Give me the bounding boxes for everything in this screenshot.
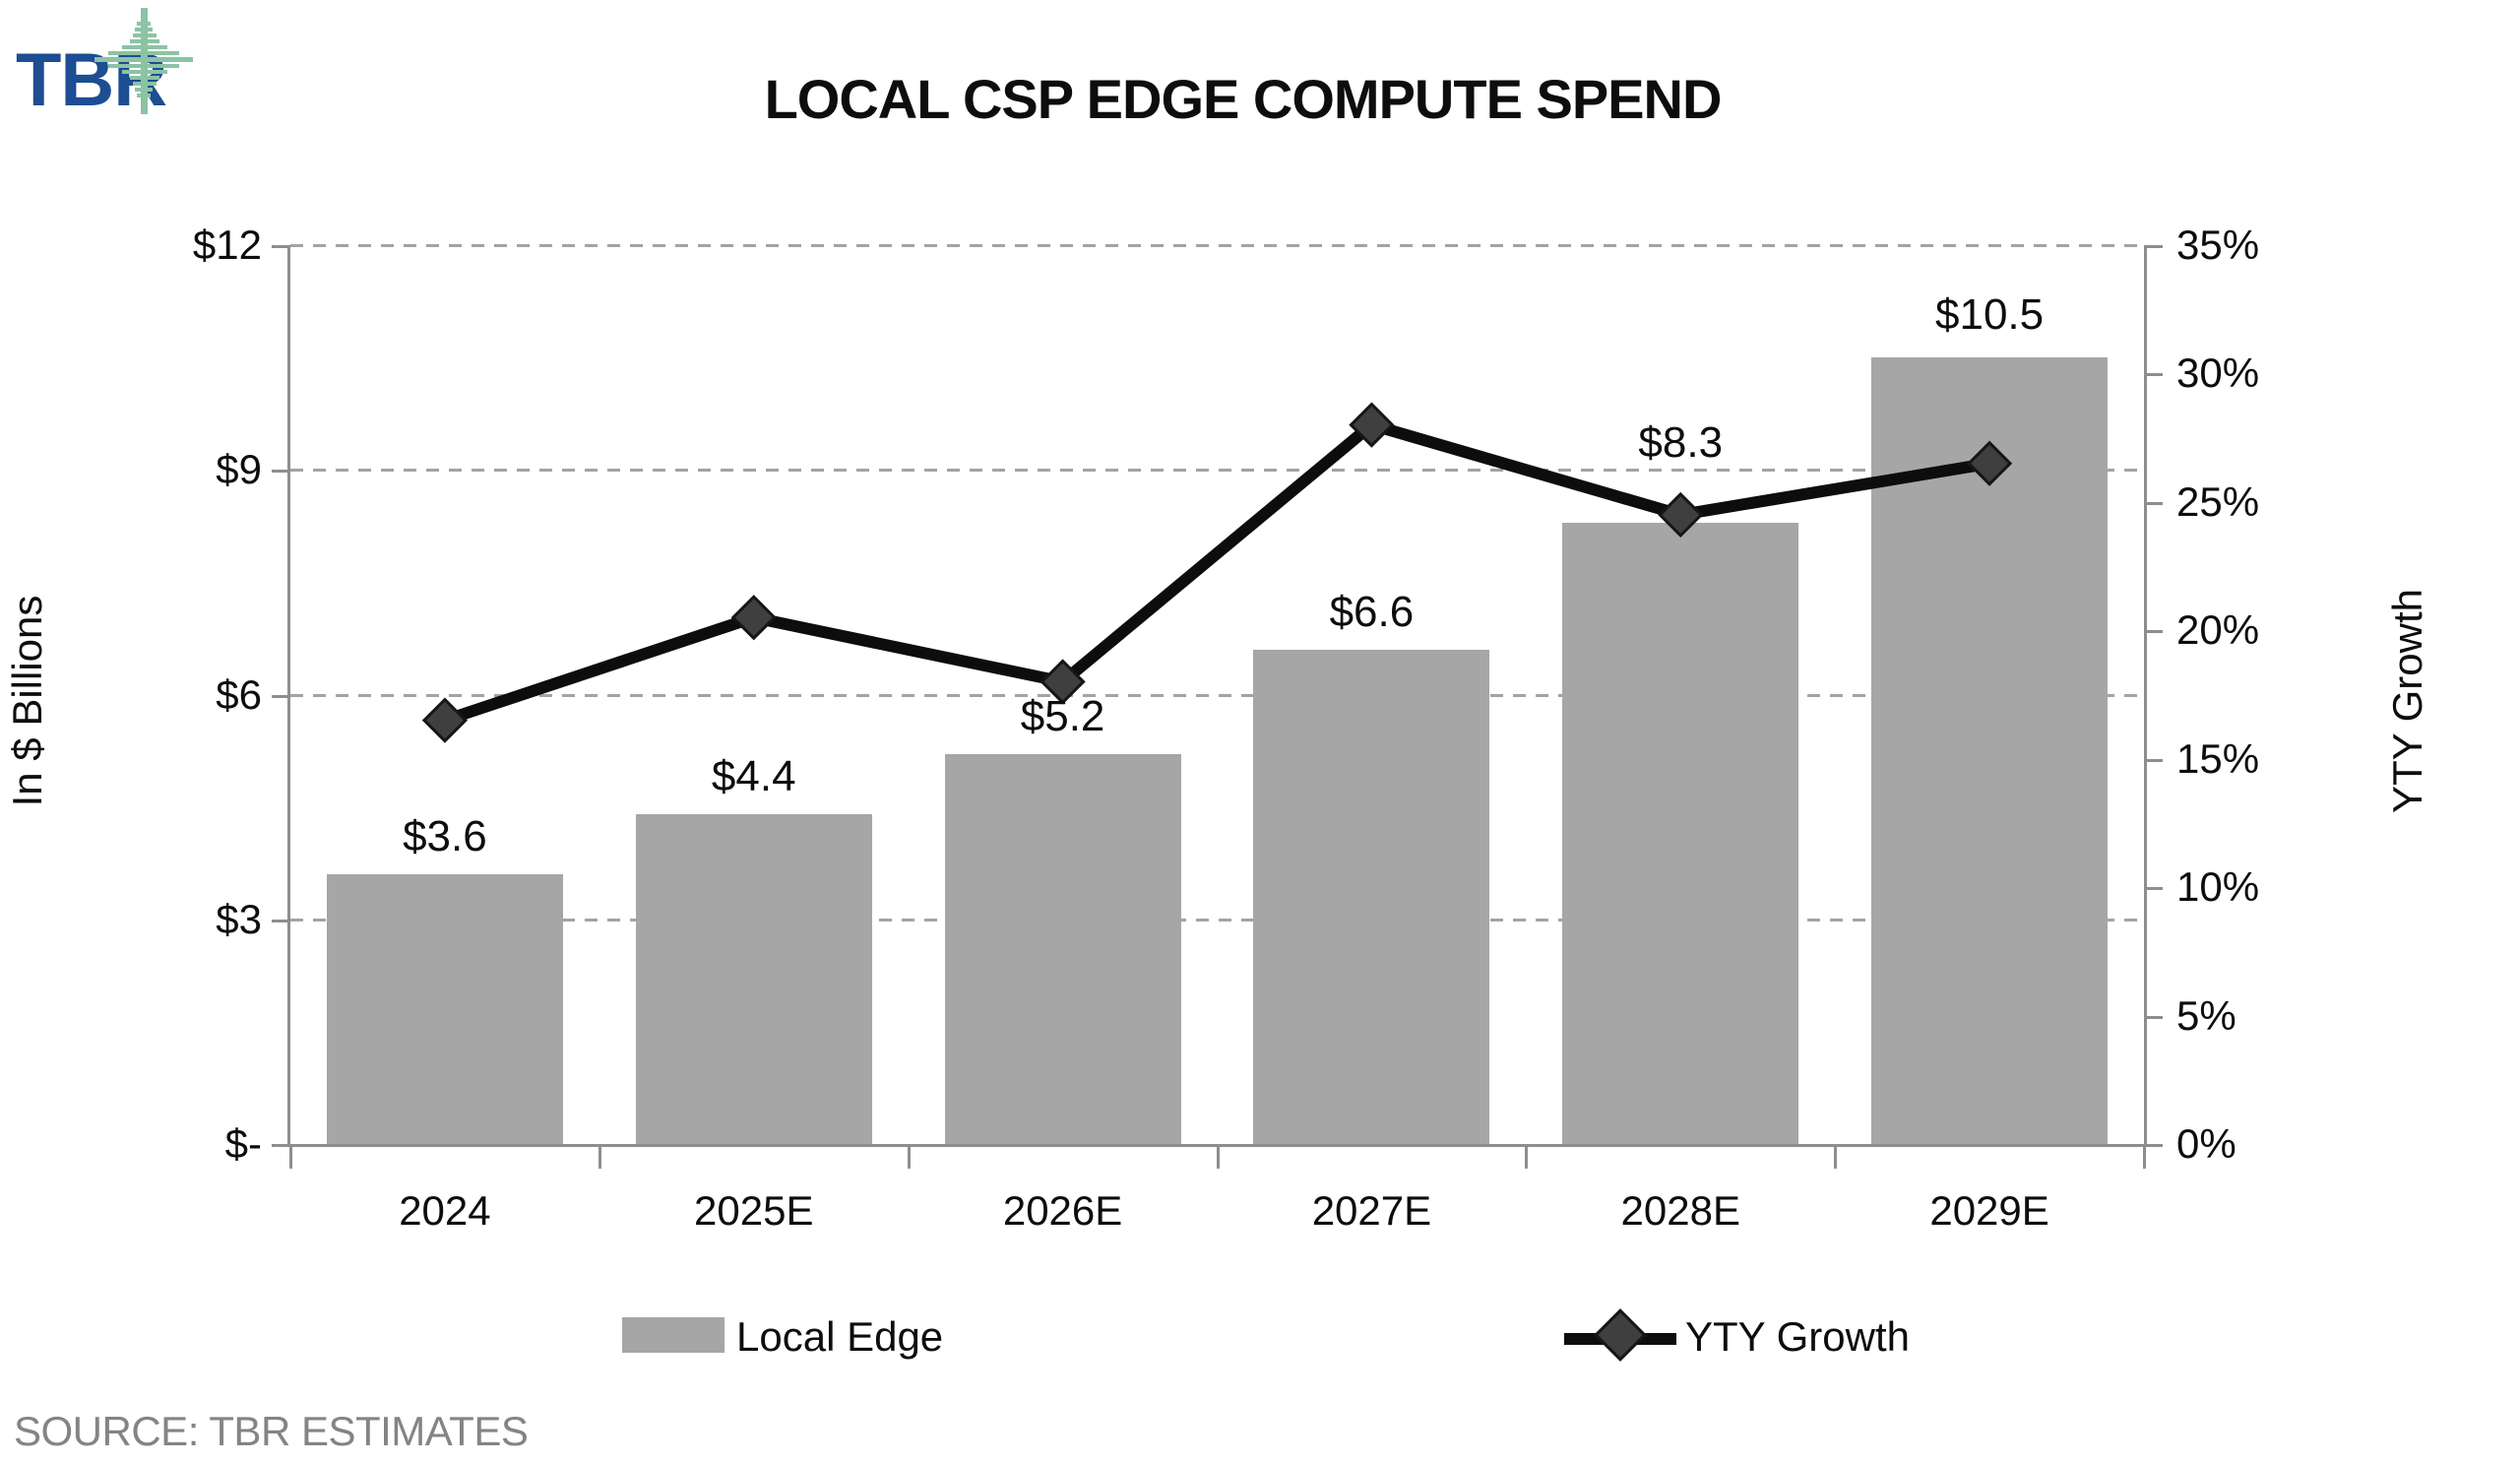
- right-axis-line: [2144, 245, 2147, 1147]
- legend-bar-swatch: [622, 1317, 724, 1353]
- x-axis-tick: [1834, 1147, 1838, 1169]
- line-marker-diamond-icon: [421, 697, 469, 743]
- right-axis-tick-label: 5%: [2176, 991, 2236, 1039]
- right-axis-tick: [2147, 1144, 2163, 1147]
- right-axis-tick: [2147, 245, 2163, 248]
- left-axis-title: In $ Billions: [4, 595, 50, 807]
- left-axis-tick: [272, 919, 287, 922]
- left-axis-tick-label: $3: [216, 895, 262, 942]
- gridline: [290, 693, 2144, 697]
- x-axis-tick: [2143, 1147, 2146, 1169]
- right-axis-tick-label: 20%: [2176, 606, 2260, 654]
- x-axis-category-label: 2024: [399, 1187, 491, 1234]
- bar-data-label: $5.2: [1020, 692, 1105, 741]
- gridline: [290, 918, 2144, 922]
- left-axis-tick-label: $12: [192, 222, 262, 268]
- bar-data-label: $10.5: [1935, 290, 2045, 339]
- right-axis-tick: [2147, 501, 2163, 505]
- x-axis-tick: [289, 1147, 292, 1169]
- right-axis-title: YTY Growth: [2384, 589, 2430, 813]
- x-axis-tick: [1216, 1147, 1220, 1169]
- right-axis-tick-label: 0%: [2176, 1120, 2236, 1167]
- right-axis-tick-label: 15%: [2176, 734, 2260, 782]
- left-axis-tick-label: $9: [216, 446, 262, 493]
- left-axis-tick: [272, 470, 287, 474]
- left-axis-tick: [272, 245, 287, 248]
- x-axis-category-label: 2029E: [1929, 1187, 2049, 1234]
- bar-2026E: [944, 754, 1181, 1144]
- left-axis-tick-label: $-: [224, 1120, 262, 1167]
- gridline: [290, 469, 2144, 473]
- legend-label-yty-growth: YTY Growth: [1685, 1313, 1910, 1360]
- bar-data-label: $3.6: [403, 812, 487, 861]
- x-axis-tick: [598, 1147, 601, 1169]
- chart-title: LOCAL CSP EDGE COMPUTE SPEND: [764, 68, 1723, 130]
- bar-2025E: [635, 814, 872, 1144]
- left-axis-tick-label: $6: [216, 670, 262, 718]
- right-axis-tick-label: 10%: [2176, 863, 2260, 911]
- right-axis-tick-label: 30%: [2176, 350, 2260, 397]
- right-axis-tick: [2147, 373, 2163, 377]
- bar-data-label: $8.3: [1638, 418, 1724, 467]
- right-axis-tick: [2147, 1015, 2163, 1019]
- line-marker-diamond-icon: [730, 595, 777, 641]
- legend-diamond-icon: [1594, 1308, 1647, 1362]
- left-axis-tick: [272, 694, 287, 698]
- x-axis-category-label: 2025E: [694, 1187, 814, 1234]
- x-axis-tick: [907, 1147, 911, 1169]
- bar-2028E: [1562, 522, 1799, 1144]
- bar-2024: [326, 874, 563, 1144]
- left-axis-line: [287, 245, 290, 1147]
- x-axis-category-label: 2027E: [1311, 1187, 1432, 1234]
- right-axis-tick: [2147, 630, 2163, 634]
- source-note: SOURCE: TBR ESTIMATES: [14, 1408, 529, 1454]
- line-marker-diamond-icon: [1349, 402, 1395, 448]
- x-axis-category-label: 2026E: [1002, 1187, 1123, 1234]
- right-axis-tick: [2147, 758, 2163, 762]
- x-axis-line: [287, 1144, 2147, 1147]
- right-axis-tick: [2147, 887, 2163, 891]
- right-axis-tick-label: 35%: [2176, 222, 2260, 268]
- gridline: [290, 244, 2144, 247]
- tbr-sparkle-icon: [94, 8, 193, 114]
- bar-2027E: [1253, 649, 1490, 1144]
- x-axis-category-label: 2028E: [1620, 1187, 1740, 1234]
- bar-2029E: [1871, 357, 2109, 1144]
- bar-data-label: $4.4: [711, 752, 796, 801]
- right-axis-tick-label: 25%: [2176, 477, 2260, 525]
- legend-label-local-edge: Local Edge: [736, 1313, 944, 1360]
- left-axis-tick: [272, 1144, 287, 1147]
- bar-data-label: $6.6: [1329, 587, 1415, 636]
- x-axis-tick: [1525, 1147, 1529, 1169]
